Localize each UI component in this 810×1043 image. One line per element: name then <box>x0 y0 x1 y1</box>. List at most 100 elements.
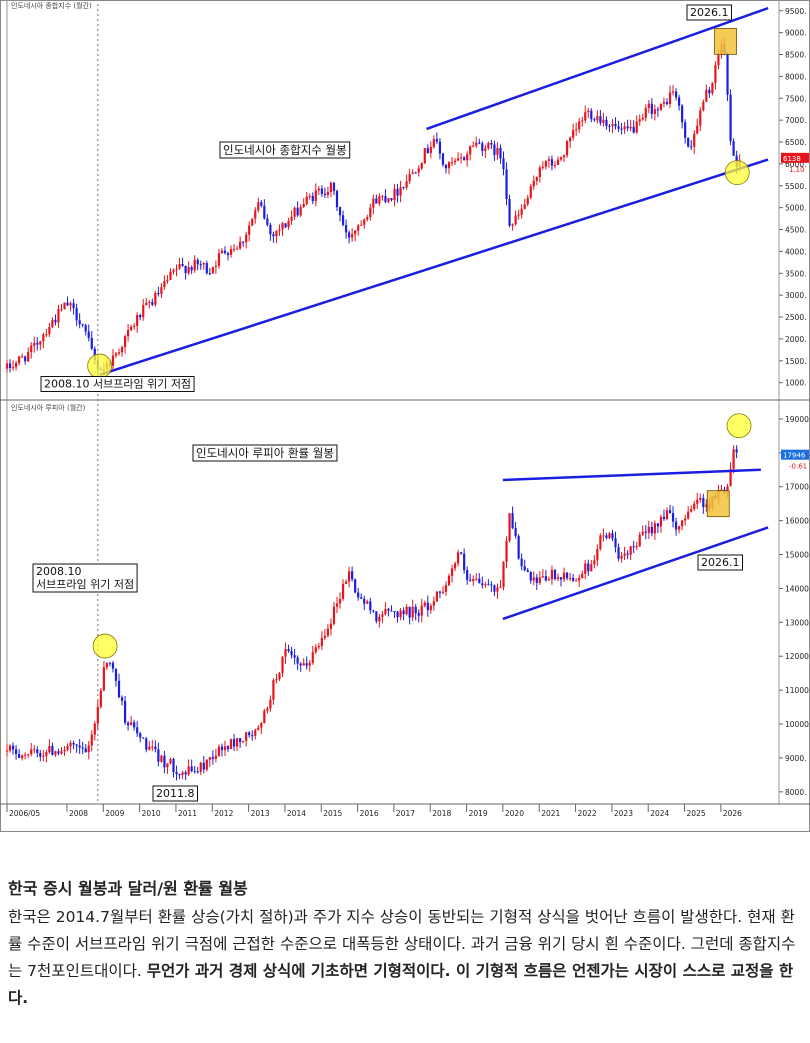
candle-body <box>351 234 354 238</box>
candle-body <box>456 552 460 564</box>
candle-body <box>699 110 702 126</box>
candle-body <box>596 548 599 561</box>
candle-body <box>329 623 333 629</box>
candle-body <box>668 92 672 105</box>
candle-body <box>608 533 611 538</box>
candle-body <box>544 576 547 581</box>
x-tick-label: 2008 <box>69 809 88 818</box>
candle-body <box>629 546 632 555</box>
candle-body <box>541 576 544 578</box>
candle-body <box>148 746 151 750</box>
candle-body <box>393 611 396 613</box>
candle-body <box>605 119 608 127</box>
candle-body <box>611 124 614 127</box>
candle-body <box>617 547 620 559</box>
candle-body <box>290 651 293 656</box>
candle-body <box>547 159 551 161</box>
candle-body <box>263 205 266 219</box>
candle-body <box>136 315 139 326</box>
candle-body <box>702 101 705 111</box>
candle-body <box>450 568 454 576</box>
candle-body <box>114 668 118 681</box>
candle-body <box>590 110 593 120</box>
candle-body <box>435 139 438 142</box>
candle-body <box>211 266 214 274</box>
candle-body <box>565 141 569 156</box>
candle-body <box>472 145 475 147</box>
candle-body <box>36 342 39 345</box>
candle-body <box>638 534 641 547</box>
chart-title: 인도네시아 종합지수 월봉 <box>223 143 347 157</box>
candle-body <box>429 605 432 611</box>
candle-body <box>214 755 217 759</box>
candle-body <box>229 739 233 750</box>
candle-body <box>251 735 254 737</box>
candle-body <box>559 577 563 580</box>
candle-body <box>671 513 675 522</box>
candle-body <box>423 602 426 606</box>
candle-body <box>338 207 342 216</box>
y-tick-label: 1500. <box>785 357 806 366</box>
candle-body <box>220 250 224 254</box>
candle-body <box>665 101 669 105</box>
candle-body <box>169 271 172 280</box>
candle-body <box>511 224 514 226</box>
candle-body <box>423 148 426 164</box>
candle-body <box>441 591 445 593</box>
candle-body <box>478 142 481 144</box>
y-tick-label: 9500. <box>785 7 806 16</box>
candle-body <box>432 601 435 606</box>
candle-body <box>111 662 115 669</box>
candle-body <box>708 89 711 94</box>
candle-body <box>420 605 423 616</box>
candle-body <box>487 142 490 149</box>
candle-body <box>354 230 357 235</box>
panel-subtitle: 인도네시아 루피아 (월간) <box>11 403 86 412</box>
candle-body <box>493 144 496 155</box>
candle-body <box>120 347 124 353</box>
candle-body <box>705 89 708 102</box>
candle-body <box>629 126 632 129</box>
candle-body <box>239 738 242 743</box>
candle-body <box>720 489 723 491</box>
candle-body <box>232 248 236 250</box>
candle-body <box>278 673 281 680</box>
candle-body <box>11 745 15 750</box>
candle-body <box>48 327 51 335</box>
candle-body <box>96 706 99 724</box>
candle-body <box>269 699 272 709</box>
candle-body <box>245 732 248 741</box>
candle-body <box>559 157 563 160</box>
candle-body <box>623 126 626 130</box>
candle-body <box>326 192 330 196</box>
candle-body <box>599 116 602 123</box>
candle-body <box>508 513 511 541</box>
candle-body <box>81 324 84 326</box>
candle-body <box>302 663 305 666</box>
candle-body <box>287 649 290 652</box>
candle-body <box>42 755 45 757</box>
candle-body <box>532 180 535 187</box>
candle-body <box>263 710 266 724</box>
candle-body <box>136 727 139 734</box>
candle-body <box>460 552 463 554</box>
last-value-label: 6138 <box>783 155 801 163</box>
candle-body <box>8 363 12 369</box>
y-tick-label: 8000. <box>785 788 806 797</box>
candle-body <box>569 137 572 142</box>
candle-body <box>593 560 596 565</box>
candle-body <box>668 510 672 514</box>
candle-body <box>417 168 420 173</box>
candle-body <box>405 606 408 615</box>
candle-body <box>251 218 254 226</box>
candle-body <box>426 148 429 153</box>
candle-body <box>332 182 336 191</box>
candle-body <box>299 663 302 666</box>
candle-body <box>366 217 369 220</box>
candle-body <box>499 587 502 589</box>
candle-body <box>142 737 145 739</box>
candle-body <box>562 155 566 158</box>
candle-body <box>575 580 578 582</box>
x-tick-label: 2024 <box>650 809 669 818</box>
y-tick-label: 13000. <box>785 618 810 627</box>
